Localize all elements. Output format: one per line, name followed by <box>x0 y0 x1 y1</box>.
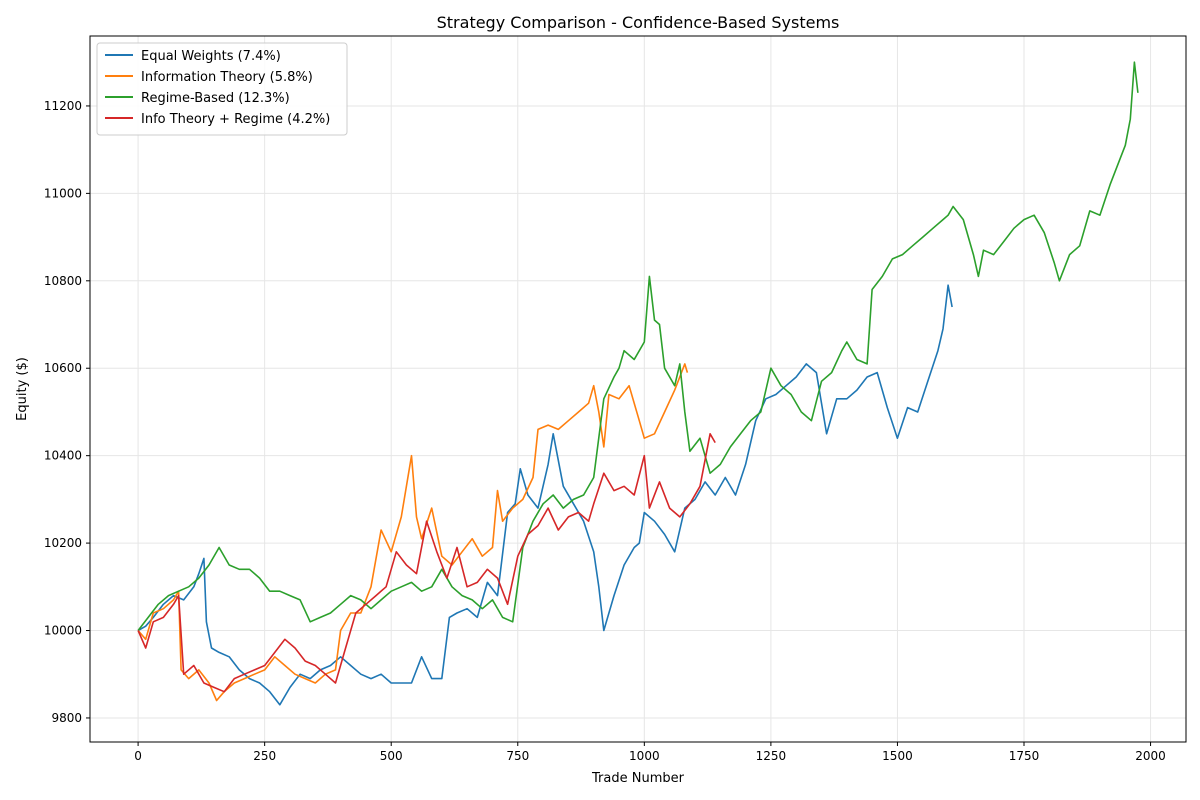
x-tick-label: 1000 <box>629 749 660 763</box>
axis-ticks: 0 250 500 750 1000 1250 1500 1750 2000 9800 10000 1… <box>44 99 1166 763</box>
x-tick-label: 750 <box>506 749 529 763</box>
series-lines <box>137 61 1139 706</box>
x-axis-label: Trade Number <box>591 771 685 786</box>
x-tick-label: 500 <box>380 749 403 763</box>
legend: Equal Weights (7.4%) Information Theory (… <box>96 42 348 136</box>
y-tick-label: 10400 <box>44 449 82 463</box>
x-tick-label: 0 <box>134 749 142 763</box>
series-line-3 <box>137 61 1139 631</box>
y-tick-label: 11000 <box>44 186 82 200</box>
y-tick-label: 10800 <box>44 274 82 288</box>
x-tick-label: 1750 <box>1009 749 1040 763</box>
y-tick-label: 10200 <box>44 536 82 550</box>
series-line-1 <box>137 284 953 706</box>
x-tick-label: 1500 <box>882 749 913 763</box>
y-axis-label: Equity ($) <box>15 357 30 421</box>
series-line-2 <box>137 363 689 702</box>
y-tick-label: 9800 <box>51 711 82 725</box>
y-tick-label: 10000 <box>44 624 82 638</box>
legend-label: Equal Weights (7.4%) <box>141 49 281 64</box>
y-tick-label: 10600 <box>44 361 82 375</box>
x-tick-label: 250 <box>253 749 276 763</box>
series-line-4 <box>137 433 716 693</box>
x-tick-label: 1250 <box>756 749 787 763</box>
legend-box <box>96 42 348 136</box>
plot-frame <box>89 35 1187 743</box>
legend-label: Info Theory + Regime (4.2%) <box>141 112 330 127</box>
legend-label: Regime-Based (12.3%) <box>141 91 290 106</box>
x-tick-label: 2000 <box>1135 749 1166 763</box>
legend-label: Information Theory (5.8%) <box>141 70 313 85</box>
y-tick-label: 11200 <box>44 99 82 113</box>
chart-title: Strategy Comparison - Confidence-Based S… <box>437 13 840 32</box>
grid <box>90 36 1186 742</box>
